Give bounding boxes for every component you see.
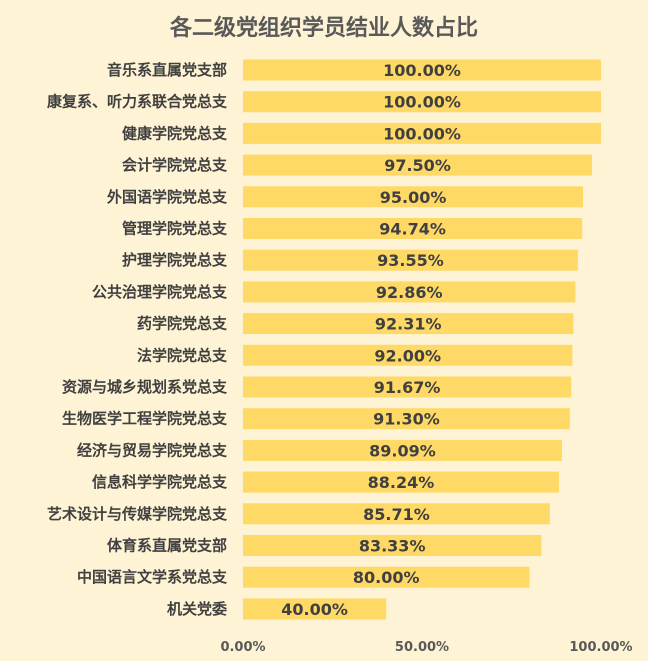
bar — [243, 439, 562, 461]
category-label: 药学院党总支 — [137, 315, 228, 333]
bar — [243, 281, 576, 303]
category-label: 经济与贸易学院党总支 — [77, 441, 228, 459]
bar — [243, 186, 584, 208]
category-label: 管理学院党总支 — [122, 220, 228, 238]
data-label: 91.67% — [374, 378, 441, 397]
data-label: 40.00% — [281, 600, 348, 619]
data-label: 93.55% — [377, 251, 444, 270]
x-tick-label: 100.00% — [569, 640, 632, 655]
category-label: 公共治理学院党总支 — [92, 283, 228, 301]
chart-title: 各二级党组织学员结业人数占比 — [169, 16, 478, 41]
bar — [243, 249, 578, 271]
data-label: 92.86% — [376, 283, 443, 302]
bar — [243, 408, 570, 430]
bar — [243, 122, 601, 144]
data-label: 91.30% — [373, 410, 440, 429]
category-label: 康复系、听力系联合党总支 — [47, 93, 228, 111]
bar — [243, 218, 583, 239]
bar — [243, 376, 572, 398]
category-label: 信息科学学院党总支 — [92, 473, 228, 491]
category-label: 艺术设计与传媒学院党总支 — [47, 505, 228, 523]
data-label: 89.09% — [369, 441, 436, 460]
data-label: 85.71% — [363, 505, 430, 524]
bar — [243, 566, 530, 588]
data-label: 80.00% — [353, 568, 420, 587]
data-label: 100.00% — [383, 93, 461, 112]
data-label: 97.50% — [384, 156, 451, 175]
x-tick-label: 50.00% — [395, 640, 449, 655]
bar — [243, 313, 574, 335]
bar — [243, 59, 601, 81]
data-label: 100.00% — [383, 124, 461, 143]
category-label: 法学院党总支 — [137, 346, 228, 364]
bar — [243, 344, 573, 366]
data-label: 92.31% — [375, 315, 442, 334]
category-label: 机关党委 — [167, 600, 227, 618]
category-label: 资源与城乡规划系党总支 — [62, 378, 228, 396]
category-label: 中国语言文学系党总支 — [77, 568, 228, 586]
data-label: 88.24% — [368, 473, 435, 492]
bar — [243, 154, 593, 176]
category-label: 外国语学院党总支 — [106, 188, 228, 206]
category-label: 护理学院党总支 — [122, 251, 228, 269]
bar — [243, 91, 601, 113]
bar — [243, 598, 387, 620]
category-label: 会计学院党总支 — [122, 156, 228, 174]
x-tick-label: 0.00% — [220, 640, 265, 655]
bar — [243, 535, 542, 556]
bar — [243, 471, 559, 493]
data-label: 95.00% — [380, 188, 447, 207]
data-label: 94.74% — [379, 220, 446, 239]
category-label: 体育系直属党支部 — [107, 537, 227, 555]
category-label: 生物医学工程学院党总支 — [62, 410, 228, 428]
bar — [243, 503, 550, 525]
data-label: 100.00% — [383, 61, 461, 80]
category-label: 健康学院党总支 — [122, 124, 228, 142]
category-label: 音乐系直属党支部 — [107, 61, 227, 79]
data-label: 92.00% — [374, 346, 441, 365]
data-label: 83.33% — [359, 537, 426, 556]
